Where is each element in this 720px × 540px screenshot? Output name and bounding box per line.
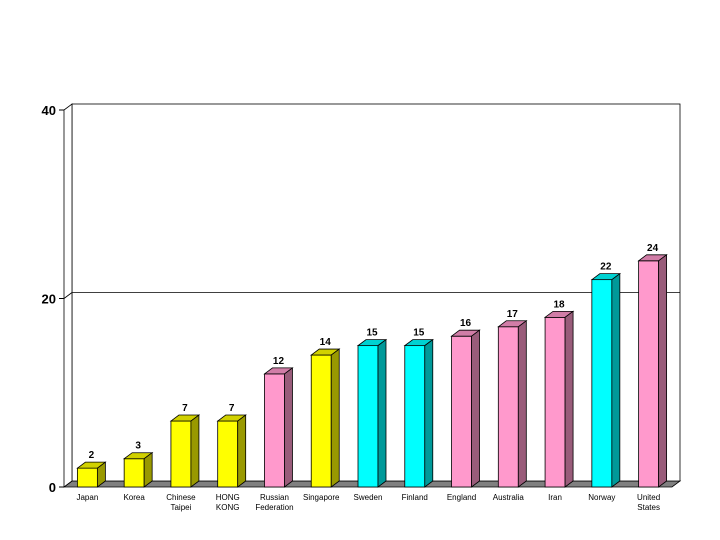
- bar-side: [190, 414, 200, 488]
- category-labels: Japan Korea Chinese Taipei HONG KONG Russian Fe…: [76, 493, 660, 512]
- category-label: United States: [637, 493, 660, 512]
- category-label: Norway: [588, 493, 615, 502]
- bar: [263, 367, 294, 488]
- bar-side: [658, 254, 668, 488]
- category-label: Russian Federation: [255, 493, 293, 512]
- y-tick-label: 0: [49, 480, 56, 495]
- category-label: Japan: [76, 493, 98, 502]
- category-label: Iran: [548, 493, 562, 502]
- value-label: 22: [600, 262, 612, 273]
- bar-side: [330, 348, 340, 488]
- bar-side: [424, 338, 434, 488]
- bar-front: [170, 420, 192, 488]
- bar-front: [357, 345, 379, 488]
- bar: [590, 272, 622, 488]
- category-label: Chinese Taipei: [166, 493, 196, 512]
- bar-side: [143, 451, 153, 488]
- value-label: 14: [320, 337, 332, 348]
- value-label: 24: [647, 243, 659, 254]
- bar: [450, 329, 481, 488]
- bar-front: [544, 316, 566, 488]
- value-label: 3: [135, 441, 141, 452]
- y-axis-ticks: 0 20 40: [42, 103, 64, 495]
- bar-front: [451, 335, 472, 488]
- value-label: 2: [89, 450, 95, 461]
- bar-front: [404, 345, 426, 488]
- gridlines: [63, 292, 680, 299]
- bar: [216, 414, 247, 488]
- category-label: Sweden: [354, 493, 383, 502]
- value-label: 16: [460, 318, 472, 329]
- bar-side: [237, 414, 247, 488]
- bar: [403, 338, 434, 488]
- value-label: 15: [413, 328, 425, 339]
- bar-front: [76, 467, 98, 488]
- category-label: England: [447, 493, 476, 502]
- bar-front: [264, 373, 285, 488]
- value-label: 18: [554, 299, 566, 310]
- bar-front: [123, 458, 145, 488]
- bar-front: [638, 260, 660, 488]
- bar-side: [517, 319, 527, 488]
- value-label: 7: [229, 403, 235, 414]
- gridline-side: [63, 292, 73, 299]
- bar: [637, 254, 668, 488]
- category-label: Korea: [123, 493, 145, 502]
- value-label: 15: [366, 328, 378, 339]
- bar: [169, 414, 201, 488]
- value-label: 12: [273, 356, 285, 367]
- bar: [356, 338, 388, 488]
- bar-side: [611, 272, 621, 488]
- category-label: Finland: [402, 493, 428, 502]
- bars: [76, 254, 668, 488]
- bar-front: [497, 326, 519, 488]
- bar: [122, 451, 154, 488]
- bar-front: [591, 279, 613, 488]
- bar-side: [377, 338, 387, 488]
- bar-front: [310, 354, 332, 488]
- value-label: 7: [182, 403, 188, 414]
- category-label: Singapore: [303, 493, 340, 502]
- bar-side: [564, 310, 574, 488]
- category-label: Australia: [493, 493, 525, 502]
- bar-side: [96, 461, 106, 488]
- y-tick-label: 40: [42, 103, 56, 118]
- bar: [497, 319, 528, 488]
- bar: [543, 310, 575, 488]
- bar-side: [471, 329, 480, 488]
- bar-side: [284, 367, 293, 488]
- bar: [310, 348, 341, 488]
- value-labels: 2 3 7 7 12 14 15 15 16 17 18 22 24: [89, 243, 659, 461]
- bar: [76, 461, 107, 488]
- category-label: HONG KONG: [216, 493, 240, 512]
- y-tick-label: 20: [42, 292, 56, 307]
- value-label: 17: [507, 309, 519, 320]
- bar-front: [217, 420, 239, 488]
